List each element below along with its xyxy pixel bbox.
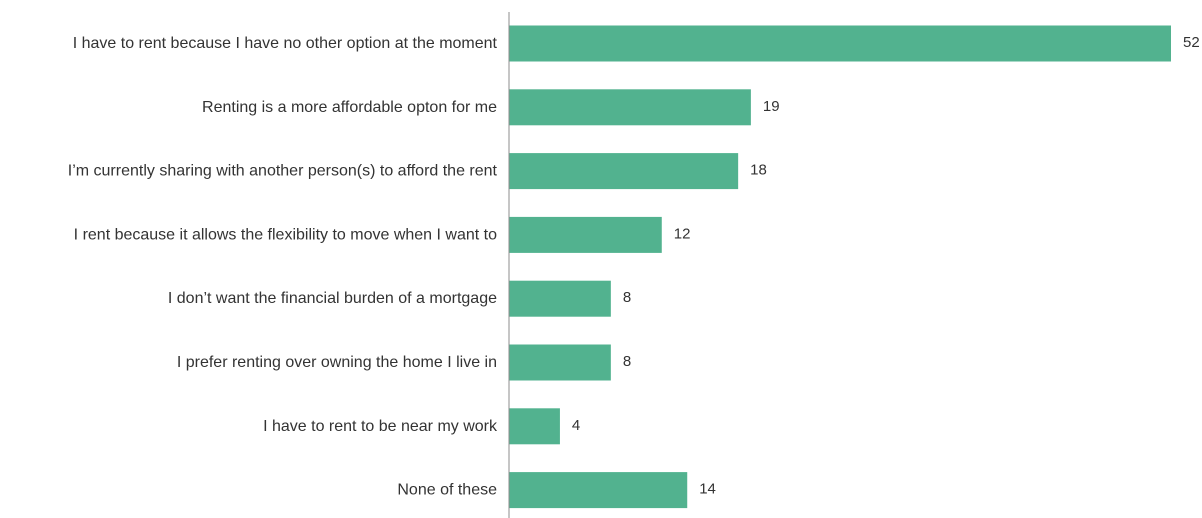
bar-8 [509,472,688,509]
value-label-2: 19 [763,98,780,115]
value-label-5: 8 [623,289,631,306]
value-label-1: 52 [1183,34,1200,51]
category-label-6: I prefer renting over owning the home I … [177,354,497,371]
value-label-4: 12 [674,225,691,242]
category-label-5: I don’t want the financial burden of a m… [168,290,497,307]
bar-1 [509,25,1171,62]
category-label-1: I have to rent because I have no other o… [73,35,498,52]
category-label-4: I rent because it allows the flexibility… [74,226,497,243]
value-label-8: 14 [699,481,716,498]
value-label-7: 4 [572,417,580,434]
bar-4 [509,216,662,253]
value-label-6: 8 [623,353,631,370]
bar-2 [509,89,751,126]
bar-3 [509,153,739,190]
value-label-3: 18 [750,162,767,179]
bar-5 [509,280,611,317]
category-label-3: I’m currently sharing with another perso… [68,163,498,180]
bar-7 [509,408,560,445]
bar-6 [509,344,611,381]
category-label-7: I have to rent to be near my work [263,418,498,435]
category-label-8: None of these [397,482,497,499]
category-label-2: Renting is a more affordable opton for m… [202,99,497,116]
bars-group: I have to rent because I have no other o… [68,25,1200,509]
